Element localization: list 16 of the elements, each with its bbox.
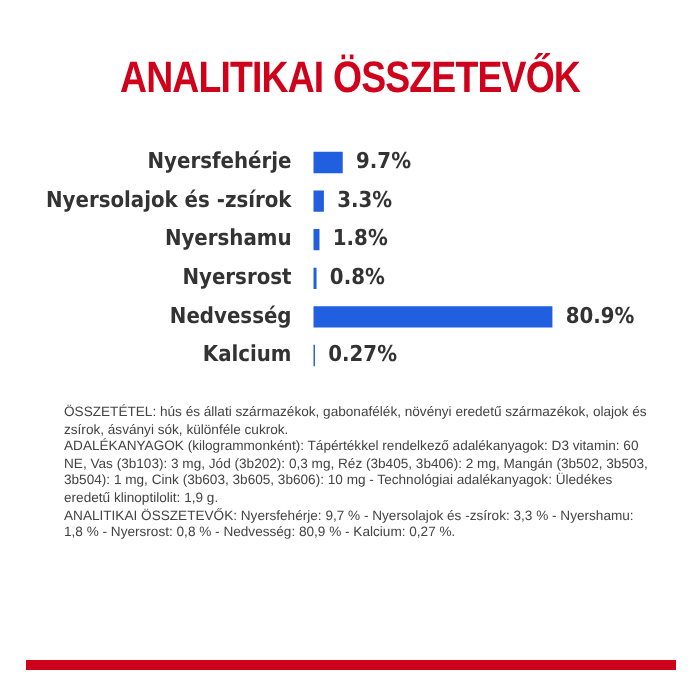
data-label: 3.3%	[337, 186, 393, 213]
data-label: 0.27%	[328, 341, 398, 368]
bar	[313, 151, 343, 174]
y-tick-label: Nyersrost	[182, 264, 293, 291]
chart-title: ANALITIKAI ÖSSZETEVŐK	[117, 52, 583, 104]
y-tick-label: Nyersfehérje	[147, 148, 293, 175]
data-label: 1.8%	[332, 225, 388, 252]
data-label: 0.8%	[329, 264, 385, 291]
y-tick-label: Kalcium	[202, 341, 292, 368]
y-tick-label: Nyershamu	[164, 225, 292, 252]
bar	[313, 306, 553, 328]
data-label: 9.7%	[356, 148, 412, 175]
y-tick-label: Nyersolajok és -zsírok	[45, 186, 293, 213]
bar	[313, 190, 324, 212]
data-label: 80.9%	[565, 302, 635, 329]
y-tick-label: Nedvesség	[169, 302, 292, 329]
